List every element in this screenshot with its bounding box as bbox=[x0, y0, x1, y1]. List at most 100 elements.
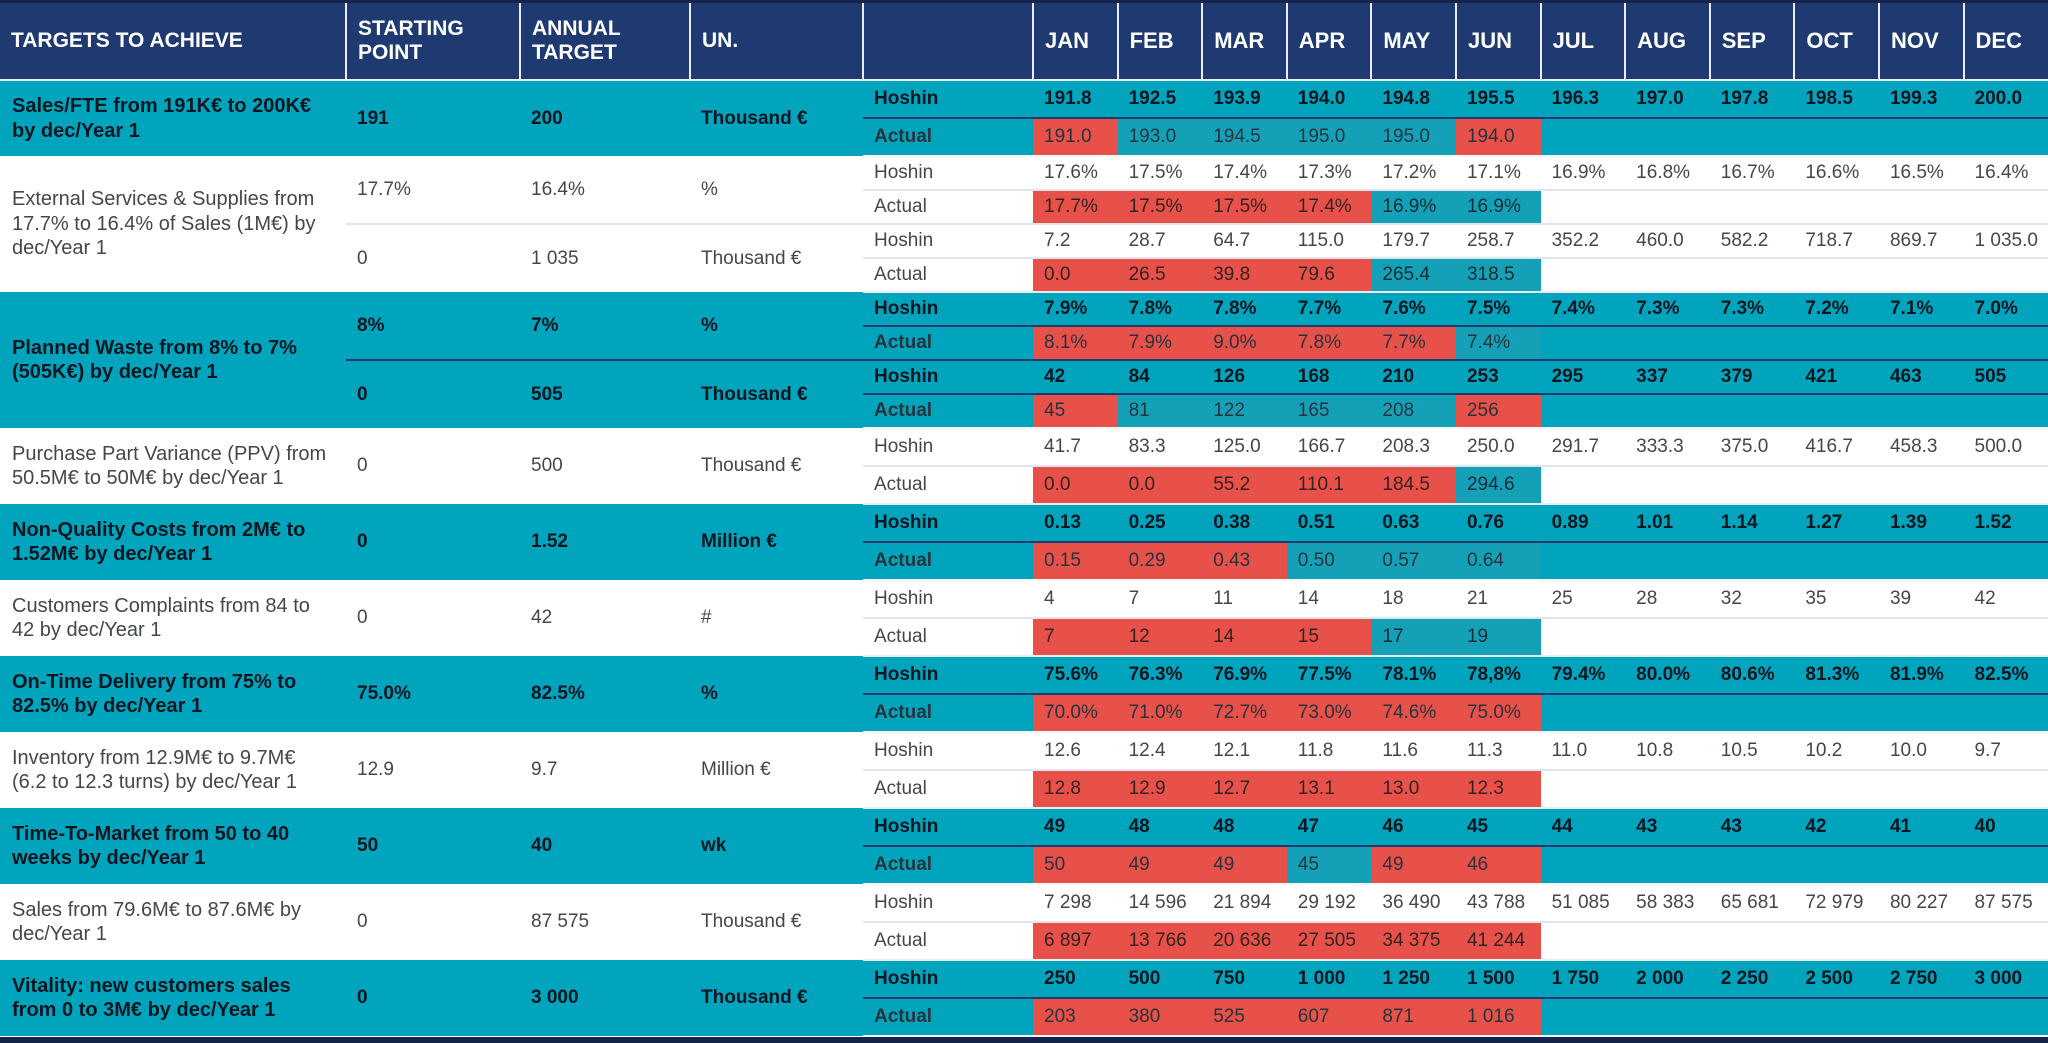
actual-value-empty bbox=[1625, 542, 1710, 581]
hoshin-value: 16.8% bbox=[1625, 156, 1710, 191]
starting-point-value: 50 bbox=[346, 808, 520, 884]
hoshin-value: 45 bbox=[1455, 808, 1541, 847]
actual-value: 70.0% bbox=[1033, 694, 1118, 733]
row-actual: Actual 203 380 525 607 871 1 016 bbox=[0, 998, 2048, 1037]
target-description: Customers Complaints from 84 to 42 by de… bbox=[0, 580, 346, 656]
actual-value-empty bbox=[1709, 190, 1795, 225]
actual-value: 165 bbox=[1286, 394, 1372, 429]
hoshin-targets-table: TARGETS TO ACHIEVE STARTING POINT ANNUAL… bbox=[0, 3, 2048, 1037]
hoshin-value: 12.6 bbox=[1033, 732, 1118, 771]
actual-value-empty bbox=[1794, 922, 1879, 961]
hoshin-value: 11.0 bbox=[1540, 732, 1626, 771]
actual-value: 26.5 bbox=[1117, 258, 1203, 293]
column-header-month-feb: FEB bbox=[1117, 3, 1204, 81]
target-description: Vitality: new customers sales from 0 to … bbox=[0, 960, 346, 1036]
actual-value: 39.8 bbox=[1202, 258, 1287, 293]
hoshin-value: 869.7 bbox=[1878, 224, 1964, 259]
actual-value: 73.0% bbox=[1286, 694, 1372, 733]
actual-value: 17.5% bbox=[1202, 190, 1287, 225]
actual-value: 79.6 bbox=[1286, 258, 1372, 293]
actual-value-empty bbox=[1540, 118, 1626, 157]
target-description: Planned Waste from 8% to 7% (505K€) by d… bbox=[0, 292, 346, 428]
actual-value: 49 bbox=[1202, 846, 1287, 885]
hoshin-value: 196.3 bbox=[1540, 80, 1626, 119]
actual-value-empty bbox=[1709, 394, 1795, 429]
hoshin-value: 14 596 bbox=[1117, 884, 1203, 923]
hoshin-value: 195.5 bbox=[1455, 80, 1541, 119]
hoshin-value: 7.3% bbox=[1625, 292, 1710, 327]
actual-value-empty bbox=[1963, 770, 2048, 809]
hoshin-value: 21 bbox=[1455, 580, 1541, 619]
actual-value: 19 bbox=[1455, 618, 1541, 657]
actual-value-empty bbox=[1878, 694, 1964, 733]
actual-value: 871 bbox=[1371, 998, 1456, 1037]
hoshin-value: 87 575 bbox=[1963, 884, 2048, 923]
target-description: Time-To-Market from 50 to 40 weeks by de… bbox=[0, 808, 346, 884]
hoshin-value: 2 500 bbox=[1794, 960, 1879, 999]
hoshin-value: 7.6% bbox=[1371, 292, 1456, 327]
actual-value-empty bbox=[1625, 258, 1710, 293]
hoshin-value: 2 750 bbox=[1878, 960, 1964, 999]
hoshin-value: 0.51 bbox=[1286, 504, 1372, 543]
hoshin-value: 1.39 bbox=[1878, 504, 1964, 543]
hoshin-value: 17.3% bbox=[1286, 156, 1372, 191]
actual-value: 184.5 bbox=[1371, 466, 1456, 505]
actual-value-empty bbox=[1625, 466, 1710, 505]
actual-value: 607 bbox=[1286, 998, 1372, 1037]
hoshin-value: 49 bbox=[1033, 808, 1118, 847]
hoshin-value: 194.0 bbox=[1286, 80, 1372, 119]
actual-value-empty bbox=[1625, 618, 1710, 657]
actual-value-empty bbox=[1794, 118, 1879, 157]
series-label-hoshin: Hoshin bbox=[863, 80, 1033, 119]
actual-value-empty bbox=[1878, 618, 1964, 657]
actual-value-empty bbox=[1963, 118, 2048, 157]
actual-value-empty bbox=[1963, 326, 2048, 361]
hoshin-value: 210 bbox=[1371, 360, 1456, 395]
actual-value: 256 bbox=[1455, 394, 1541, 429]
series-label-hoshin: Hoshin bbox=[863, 732, 1033, 771]
actual-value-empty bbox=[1625, 922, 1710, 961]
hoshin-value: 9.7 bbox=[1963, 732, 2048, 771]
actual-value: 71.0% bbox=[1117, 694, 1203, 733]
hoshin-value: 4 bbox=[1033, 580, 1118, 619]
hoshin-value: 64.7 bbox=[1202, 224, 1287, 259]
row-hoshin: Sales/FTE from 191K€ to 200K€ by dec/Yea… bbox=[0, 80, 2048, 156]
hoshin-value: 421 bbox=[1794, 360, 1879, 395]
actual-value-empty bbox=[1963, 394, 2048, 429]
hoshin-value: 7.4% bbox=[1540, 292, 1626, 327]
hoshin-value: 10.0 bbox=[1878, 732, 1964, 771]
actual-value: 0.57 bbox=[1371, 542, 1456, 581]
actual-value: 45 bbox=[1033, 394, 1118, 429]
target-description: Sales from 79.6M€ to 87.6M€ by dec/Year … bbox=[0, 884, 346, 960]
unit-value: Million € bbox=[690, 504, 863, 580]
actual-value-empty bbox=[1709, 846, 1795, 885]
column-header-targets: TARGETS TO ACHIEVE bbox=[0, 3, 347, 81]
unit-value: Thousand € bbox=[690, 80, 863, 156]
actual-value: 75.0% bbox=[1455, 694, 1541, 733]
actual-value-empty bbox=[1709, 770, 1795, 809]
annual-target-value: 7% bbox=[520, 292, 690, 361]
hoshin-value: 16.6% bbox=[1794, 156, 1879, 191]
hoshin-value: 193.9 bbox=[1202, 80, 1287, 119]
hoshin-value: 42 bbox=[1033, 360, 1118, 395]
actual-value: 50 bbox=[1033, 846, 1118, 885]
actual-value-empty bbox=[1540, 190, 1626, 225]
row-actual: Actual 45 81 122 165 208 256 bbox=[0, 394, 2048, 429]
hoshin-value: 197.8 bbox=[1709, 80, 1795, 119]
actual-value: 318.5 bbox=[1455, 258, 1541, 293]
row-hoshin: On-Time Delivery from 75% to 82.5% by de… bbox=[0, 656, 2048, 732]
series-label-hoshin: Hoshin bbox=[863, 960, 1033, 999]
actual-value-empty bbox=[1625, 326, 1710, 361]
actual-value-empty bbox=[1878, 394, 1964, 429]
actual-value-empty bbox=[1709, 998, 1795, 1037]
annual-target-value: 505 bbox=[520, 360, 690, 428]
hoshin-value: 41.7 bbox=[1033, 428, 1118, 467]
hoshin-value: 0.13 bbox=[1033, 504, 1118, 543]
row-hoshin: Time-To-Market from 50 to 40 weeks by de… bbox=[0, 808, 2048, 884]
starting-point-value: 12.9 bbox=[346, 732, 520, 808]
hoshin-value: 72 979 bbox=[1794, 884, 1879, 923]
hoshin-value: 42 bbox=[1963, 580, 2048, 619]
column-header-month-aug: AUG bbox=[1625, 3, 1711, 81]
actual-value: 195.0 bbox=[1371, 118, 1456, 157]
series-label-actual: Actual bbox=[863, 694, 1033, 733]
